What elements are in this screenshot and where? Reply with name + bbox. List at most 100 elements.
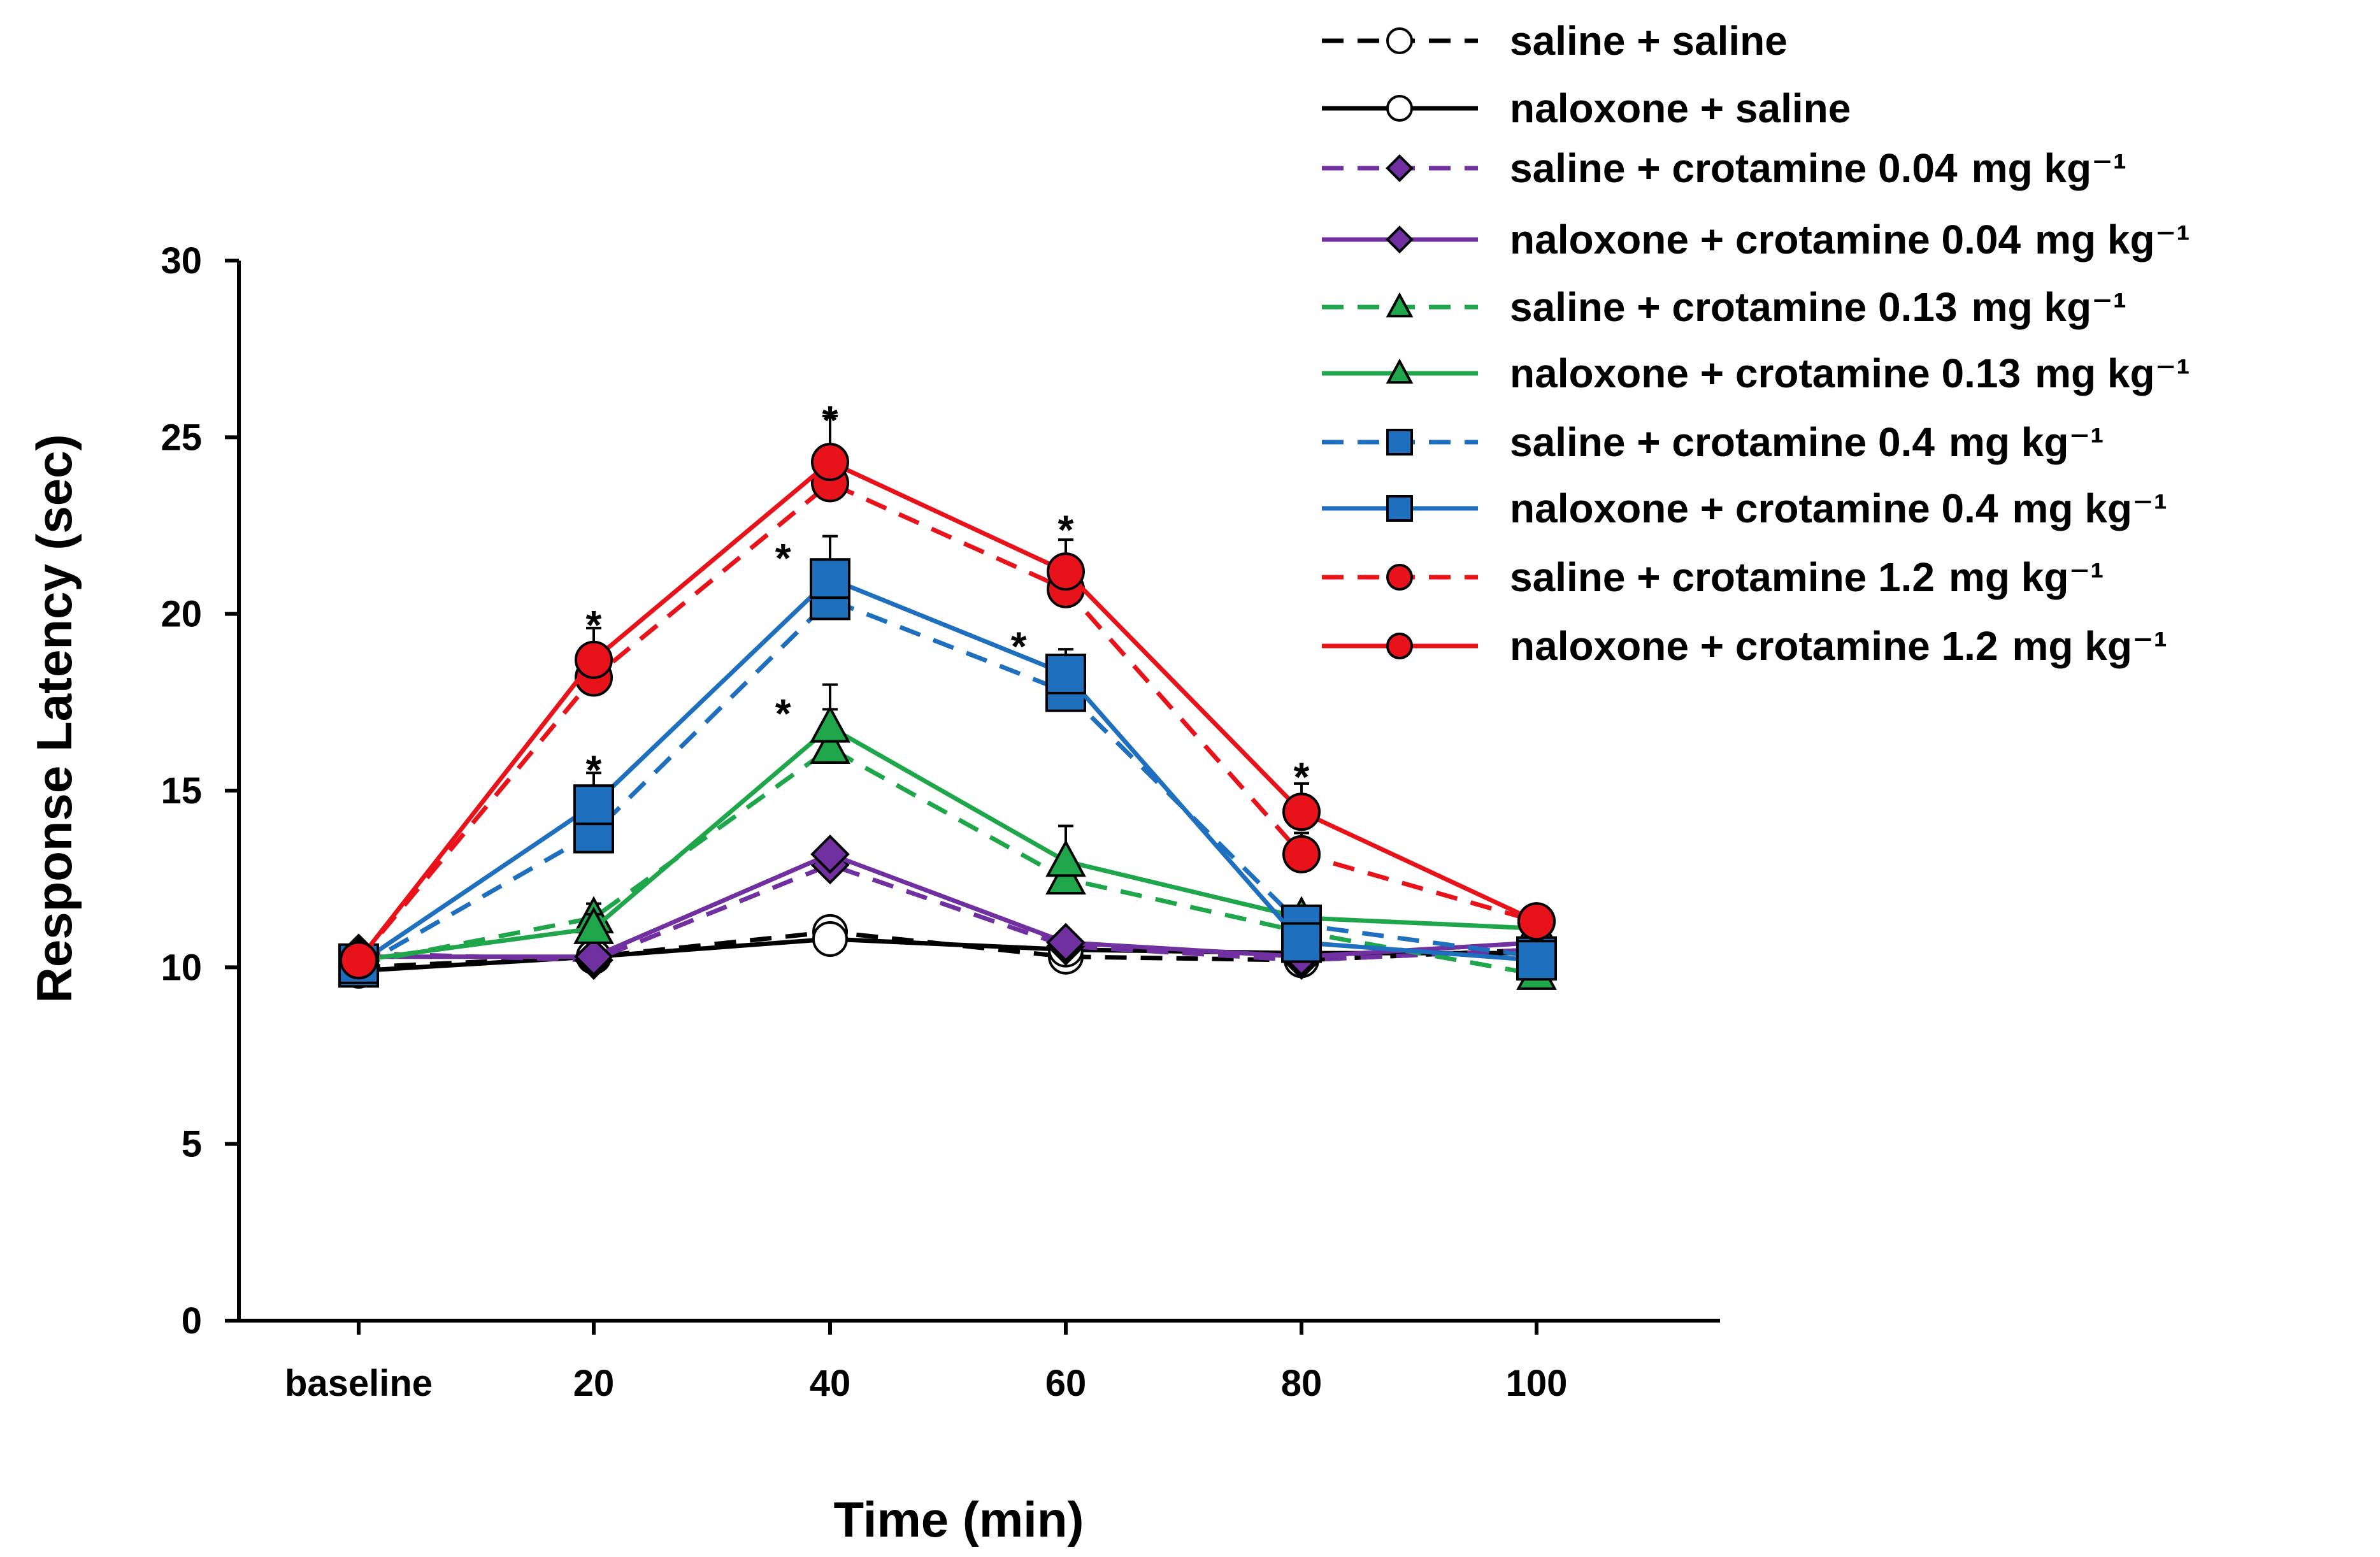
data-point [1281, 922, 1322, 963]
legend: saline + saline naloxone + saline saline +… [1322, 18, 2190, 669]
significance-marker: * [586, 602, 602, 648]
series-line [357, 576, 1537, 966]
legend-label: saline + saline [1510, 18, 1788, 64]
significance-marker: * [775, 691, 791, 736]
y-axis-title: Response Latency (sec) [26, 434, 82, 1003]
data-point [575, 640, 613, 679]
data-point [810, 835, 850, 874]
legend-label: saline + crotamine 1.2 mg kg⁻¹ [1510, 554, 2104, 600]
legend-series-name: naloxone + saline [1510, 85, 1851, 131]
series-6 [338, 683, 1557, 976]
series-line [358, 745, 1537, 977]
series-line [357, 459, 1538, 962]
significance-marker: * [1011, 623, 1027, 669]
data-point [1045, 839, 1086, 877]
legend-series-name: naloxone + crotamine 0.13 [1510, 350, 2021, 396]
data-point [1282, 793, 1321, 831]
x-tick-label: 60 [1045, 1363, 1087, 1404]
axes: 0 5 10 15 20 25 30 baseline 20 40 60 80 100 [161, 240, 1720, 1404]
data-point [574, 936, 613, 977]
series-10 [340, 415, 1556, 980]
data-point [1386, 495, 1413, 522]
legend-item: naloxone + crotamine 0.04 mg kg⁻¹ [1322, 217, 2190, 262]
legend-label: naloxone + crotamine 0.04 mg kg⁻¹ [1510, 217, 2190, 262]
legend-item: naloxone + crotamine 0.13 mg kg⁻¹ [1322, 350, 2190, 396]
data-point [1386, 564, 1413, 591]
y-tick-label: 30 [161, 240, 202, 282]
data-point [573, 784, 614, 826]
legend-item: saline + crotamine 0.04 mg kg⁻¹ [1322, 145, 2126, 191]
x-tick-label: 20 [573, 1363, 615, 1404]
legend-series-name: saline + crotamine 1.2 [1510, 554, 1935, 600]
y-tick-label: 5 [182, 1124, 202, 1165]
significance-marker: * [775, 535, 791, 581]
data-point [1386, 27, 1413, 54]
significance-marker: * [586, 747, 602, 793]
data-point [1282, 835, 1321, 873]
data-point [1386, 358, 1414, 384]
legend-unit: mg kg⁻¹ [1972, 145, 2127, 191]
legend-item: saline + crotamine 1.2 mg kg⁻¹ [1322, 554, 2104, 600]
data-point [1516, 940, 1557, 981]
data-point [1386, 226, 1414, 254]
legend-unit: mg kg⁻¹ [2035, 350, 2190, 396]
legend-series-name: saline + crotamine 0.04 [1510, 145, 1958, 191]
legend-unit: mg kg⁻¹ [2012, 623, 2168, 669]
series-7 [338, 577, 1557, 988]
data-point [1047, 552, 1085, 591]
series-line [357, 480, 1537, 962]
legend-series-name: naloxone + crotamine 1.2 [1510, 623, 1998, 669]
legend-series-name: naloxone + crotamine 0.4 [1510, 485, 1998, 531]
series-8 [338, 535, 1557, 984]
data-point [1046, 922, 1086, 963]
series-line [358, 862, 1537, 963]
x-tick-label: 100 [1506, 1363, 1568, 1404]
legend-item: naloxone + crotamine 0.4 mg kg⁻¹ [1322, 485, 2167, 531]
legend-label: naloxone + crotamine 0.4 mg kg⁻¹ [1510, 485, 2167, 531]
data-point [810, 705, 850, 743]
data-point [812, 921, 848, 957]
x-axis-title: Time (min) [834, 1491, 1084, 1547]
data-point [1517, 902, 1556, 941]
data-point [810, 558, 850, 599]
y-tick-label: 20 [161, 594, 202, 635]
legend-unit: mg kg⁻¹ [1949, 419, 2104, 465]
series-line [359, 852, 1537, 959]
data-point [340, 941, 378, 980]
significance-marker: * [1058, 506, 1074, 552]
legend-label: saline + crotamine 0.04 mg kg⁻¹ [1510, 145, 2126, 191]
legend-item: saline + saline [1322, 18, 1788, 64]
legend-unit: mg kg⁻¹ [2035, 217, 2190, 262]
legend-unit: mg kg⁻¹ [1972, 284, 2127, 330]
y-tick-label: 15 [161, 770, 202, 812]
legend-item: naloxone + saline [1322, 85, 1851, 131]
significance-marker: * [822, 398, 838, 443]
legend-label: saline + crotamine 0.4 mg kg⁻¹ [1510, 419, 2104, 465]
x-tick-label: 80 [1281, 1363, 1323, 1404]
x-tick-label: baseline [285, 1363, 433, 1404]
y-tick-label: 25 [161, 417, 202, 458]
legend-item: naloxone + crotamine 1.2 mg kg⁻¹ [1322, 623, 2167, 669]
legend-unit: mg kg⁻¹ [2012, 485, 2168, 531]
data-point [1386, 154, 1414, 182]
significance-marker: * [1294, 754, 1310, 800]
data-point [811, 443, 849, 482]
legend-label: saline + crotamine 0.13 mg kg⁻¹ [1510, 284, 2126, 330]
series-line [358, 724, 1537, 963]
data-point [1386, 429, 1413, 456]
y-tick-label: 10 [161, 947, 202, 988]
legend-unit: mg kg⁻¹ [1949, 554, 2104, 600]
data-point [1386, 292, 1414, 318]
legend-label: naloxone + saline [1510, 85, 1851, 131]
legend-label: naloxone + crotamine 1.2 mg kg⁻¹ [1510, 623, 2167, 669]
legend-item: saline + crotamine 0.13 mg kg⁻¹ [1322, 284, 2126, 330]
data-point [810, 726, 850, 764]
legend-series-name: saline + crotamine 0.13 [1510, 284, 1958, 330]
data-point [1386, 95, 1413, 122]
series-line [357, 597, 1537, 970]
data-point [573, 907, 614, 944]
legend-series-name: saline + crotamine 0.4 [1510, 419, 1935, 465]
y-tick-label: 0 [182, 1300, 202, 1342]
legend-series-name: saline + saline [1510, 18, 1788, 64]
